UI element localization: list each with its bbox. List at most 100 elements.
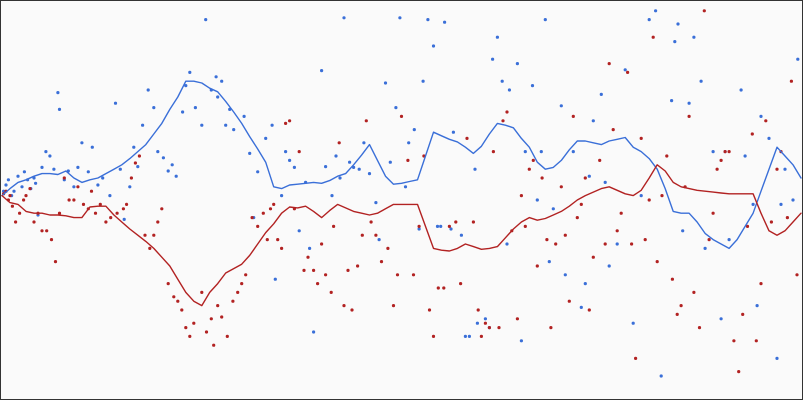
series-2-point-132 — [591, 255, 595, 259]
series-2-point-98 — [436, 286, 440, 290]
series-2-point-31 — [125, 202, 129, 206]
series-2-point-37 — [152, 233, 156, 237]
series-1-point-36 — [141, 123, 145, 127]
series-2-point-151 — [679, 304, 683, 308]
series-2-point-36 — [148, 246, 152, 250]
series-1-point-104 — [473, 167, 477, 171]
series-1-point-60 — [256, 170, 260, 174]
series-1-point-26 — [90, 145, 94, 149]
series-1-point-75 — [334, 154, 338, 158]
series-2-point-134 — [603, 242, 607, 246]
series-1-point-94 — [426, 18, 430, 22]
series-1-point-154 — [751, 202, 755, 206]
series-1-point-38 — [152, 106, 156, 110]
series-1-point-101 — [459, 233, 463, 237]
series-2-point-108 — [487, 326, 491, 330]
series-2-point-163 — [732, 339, 736, 343]
series-1-point-135 — [639, 194, 643, 198]
series-2-point-52 — [220, 315, 224, 319]
series-1-point-141 — [676, 22, 680, 26]
series-2-point-165 — [741, 312, 745, 316]
series-2-point-71 — [306, 255, 310, 259]
series-1-point-48 — [200, 123, 204, 127]
series-1-point-88 — [398, 16, 402, 20]
series-2-point-131 — [587, 308, 591, 312]
series-1-point-31 — [118, 167, 122, 171]
series-1-point-117 — [535, 198, 539, 202]
series-1-point-128 — [591, 119, 595, 123]
series-2-point-49 — [209, 317, 213, 321]
series-1-point-97 — [439, 224, 443, 228]
series-1-point-133 — [623, 68, 627, 72]
series-2-point-107 — [483, 321, 487, 325]
series-2-point-160 — [719, 158, 723, 162]
series-2-point-63 — [272, 202, 276, 206]
series-2-point-92 — [406, 158, 410, 162]
series-2-point-120 — [540, 176, 544, 180]
series-2-point-168 — [754, 339, 758, 343]
series-2-point-73 — [316, 282, 320, 286]
series-1-point-8 — [22, 170, 26, 174]
series-2-point-38 — [156, 220, 160, 224]
series-2-point-156 — [702, 9, 706, 13]
series-2-point-116 — [523, 224, 527, 228]
series-1-point-61 — [264, 136, 268, 140]
series-1-point-90 — [407, 141, 411, 145]
series-1-point-130 — [603, 180, 607, 184]
series-1-point-114 — [519, 339, 524, 343]
series-1-point-84 — [377, 238, 381, 242]
series-1-point-12 — [34, 181, 38, 185]
scatter-points — [1, 9, 800, 378]
series-2-point-79 — [342, 304, 346, 308]
series-1-point-93 — [421, 79, 425, 83]
series-2-point-99 — [442, 286, 446, 290]
series-2-point-51 — [216, 304, 220, 308]
series-1-point-28 — [101, 176, 105, 180]
series-1-point-153 — [743, 154, 747, 158]
series-2-point-55 — [236, 290, 240, 294]
series-1-point-122 — [559, 104, 563, 108]
series-2-point-114 — [515, 317, 520, 321]
series-1-point-37 — [146, 88, 150, 92]
series-2-point-53 — [225, 334, 229, 338]
series-1-point-65 — [284, 150, 288, 154]
series-2-point-66 — [284, 121, 288, 125]
series-2-point-39 — [160, 207, 164, 211]
series-1-point-30 — [113, 101, 118, 105]
series-2-point-127 — [571, 114, 575, 118]
series-1-point-71 — [312, 330, 316, 334]
series-2-point-111 — [501, 119, 505, 123]
series-2-point-126 — [567, 299, 571, 303]
series-1-point-41 — [166, 169, 170, 173]
series-1-point-44 — [181, 110, 185, 114]
series-1-point-42 — [170, 163, 174, 167]
series-2-point-88 — [386, 246, 390, 250]
series-2-point-69 — [297, 150, 301, 154]
series-1-point-131 — [607, 264, 611, 268]
series-2-point-100 — [447, 224, 451, 228]
series-2-point-59 — [256, 224, 260, 228]
series-2-point-15 — [49, 238, 54, 242]
series-2-point-117 — [527, 167, 531, 171]
series-2-point-20 — [72, 198, 76, 202]
series-2-point-85 — [369, 220, 373, 224]
series-2-point-56 — [240, 282, 244, 286]
series-2-point-84 — [364, 119, 368, 123]
series-1-point-158 — [775, 356, 779, 360]
series-1-point-2 — [4, 183, 8, 187]
series-1-point-15 — [44, 150, 48, 154]
series-2-point-123 — [554, 242, 558, 246]
series-1-point-45 — [184, 84, 188, 88]
series-1-point-87 — [394, 106, 398, 110]
series-1-point-115 — [523, 150, 527, 154]
series-2-point-144 — [647, 198, 651, 202]
series-1-point-111 — [505, 242, 509, 246]
series-2-point-28 — [109, 216, 113, 220]
series-1-point-96 — [435, 224, 440, 228]
series-2-point-161 — [723, 150, 727, 154]
series-2-point-145 — [651, 35, 655, 39]
series-2-point-162 — [727, 150, 731, 154]
series-2-point-14 — [45, 229, 49, 233]
series-2-point-155 — [697, 326, 702, 330]
series-1-point-62 — [270, 123, 274, 127]
